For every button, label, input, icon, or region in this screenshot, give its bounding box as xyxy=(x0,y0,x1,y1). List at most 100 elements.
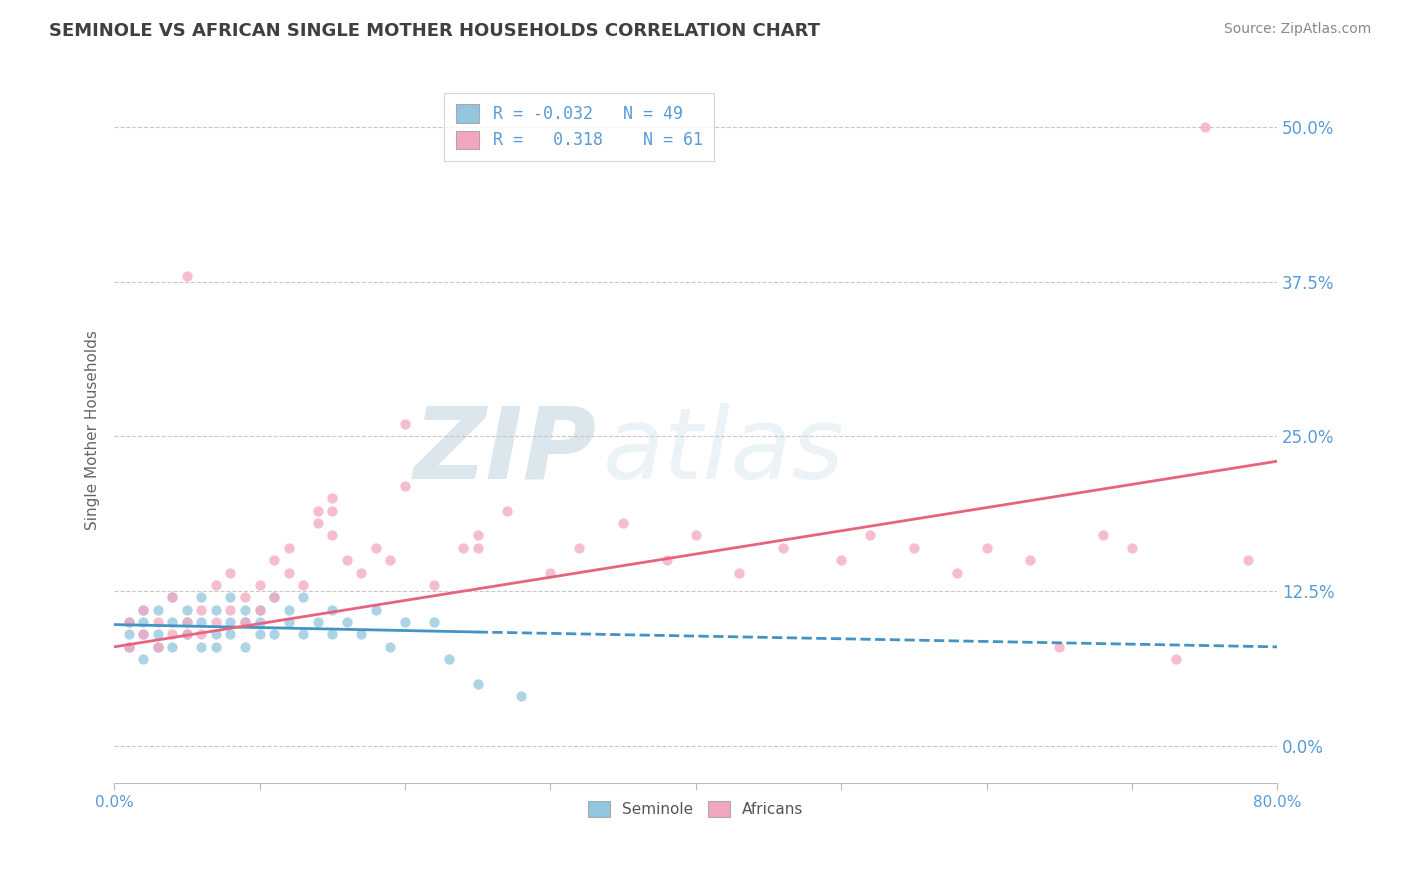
Point xyxy=(321,528,343,542)
Point xyxy=(162,591,184,605)
Point xyxy=(176,603,198,617)
Point xyxy=(321,627,343,641)
Point xyxy=(162,640,184,654)
Point xyxy=(233,615,256,629)
Point xyxy=(1019,553,1042,567)
Point xyxy=(190,615,212,629)
Point xyxy=(903,541,925,555)
Point xyxy=(146,615,169,629)
Point xyxy=(467,541,489,555)
Point xyxy=(162,615,184,629)
Point xyxy=(364,603,387,617)
Point xyxy=(118,615,141,629)
Point xyxy=(219,627,242,641)
Point xyxy=(118,627,141,641)
Text: Source: ZipAtlas.com: Source: ZipAtlas.com xyxy=(1223,22,1371,37)
Point xyxy=(263,591,285,605)
Point xyxy=(394,479,416,493)
Point xyxy=(249,627,271,641)
Point xyxy=(233,615,256,629)
Point xyxy=(380,553,402,567)
Point xyxy=(205,627,228,641)
Point xyxy=(467,528,489,542)
Point xyxy=(830,553,852,567)
Point xyxy=(176,627,198,641)
Point xyxy=(190,640,212,654)
Point xyxy=(307,615,329,629)
Point xyxy=(1047,640,1070,654)
Point xyxy=(380,640,402,654)
Point xyxy=(467,677,489,691)
Point xyxy=(233,591,256,605)
Point xyxy=(176,627,198,641)
Point xyxy=(132,652,155,666)
Point xyxy=(321,603,343,617)
Legend: Seminole, Africans: Seminole, Africans xyxy=(581,793,811,825)
Point xyxy=(176,615,198,629)
Point xyxy=(146,627,169,641)
Point xyxy=(249,603,271,617)
Point xyxy=(568,541,591,555)
Point xyxy=(437,652,460,666)
Point xyxy=(772,541,794,555)
Point xyxy=(495,504,517,518)
Point xyxy=(190,591,212,605)
Point xyxy=(146,640,169,654)
Point xyxy=(1164,652,1187,666)
Point xyxy=(976,541,998,555)
Point xyxy=(336,615,359,629)
Point xyxy=(219,591,242,605)
Point xyxy=(292,627,315,641)
Point xyxy=(394,417,416,431)
Point xyxy=(249,603,271,617)
Point xyxy=(423,578,446,592)
Point xyxy=(118,640,141,654)
Point xyxy=(146,603,169,617)
Point xyxy=(292,591,315,605)
Point xyxy=(176,615,198,629)
Point xyxy=(685,528,707,542)
Point xyxy=(132,627,155,641)
Point xyxy=(190,627,212,641)
Point xyxy=(612,516,634,530)
Point xyxy=(162,591,184,605)
Point xyxy=(263,553,285,567)
Text: atlas: atlas xyxy=(603,403,845,500)
Point xyxy=(1237,553,1260,567)
Point xyxy=(423,615,446,629)
Point xyxy=(655,553,678,567)
Point xyxy=(350,627,373,641)
Point xyxy=(146,640,169,654)
Point xyxy=(118,615,141,629)
Point xyxy=(205,640,228,654)
Point xyxy=(277,566,299,580)
Point xyxy=(277,615,299,629)
Point xyxy=(307,516,329,530)
Point xyxy=(249,578,271,592)
Y-axis label: Single Mother Households: Single Mother Households xyxy=(86,330,100,530)
Point xyxy=(263,627,285,641)
Point xyxy=(1194,120,1216,134)
Point xyxy=(132,603,155,617)
Point xyxy=(132,615,155,629)
Point xyxy=(219,615,242,629)
Point xyxy=(263,591,285,605)
Point xyxy=(132,603,155,617)
Point xyxy=(176,268,198,283)
Point xyxy=(538,566,561,580)
Point xyxy=(451,541,474,555)
Text: SEMINOLE VS AFRICAN SINGLE MOTHER HOUSEHOLDS CORRELATION CHART: SEMINOLE VS AFRICAN SINGLE MOTHER HOUSEH… xyxy=(49,22,820,40)
Point xyxy=(190,603,212,617)
Point xyxy=(394,615,416,629)
Point xyxy=(510,690,533,704)
Point xyxy=(249,615,271,629)
Point xyxy=(859,528,882,542)
Point xyxy=(1121,541,1143,555)
Point xyxy=(205,615,228,629)
Point xyxy=(321,491,343,506)
Point xyxy=(205,578,228,592)
Point xyxy=(307,504,329,518)
Point xyxy=(277,603,299,617)
Point xyxy=(336,553,359,567)
Point xyxy=(292,578,315,592)
